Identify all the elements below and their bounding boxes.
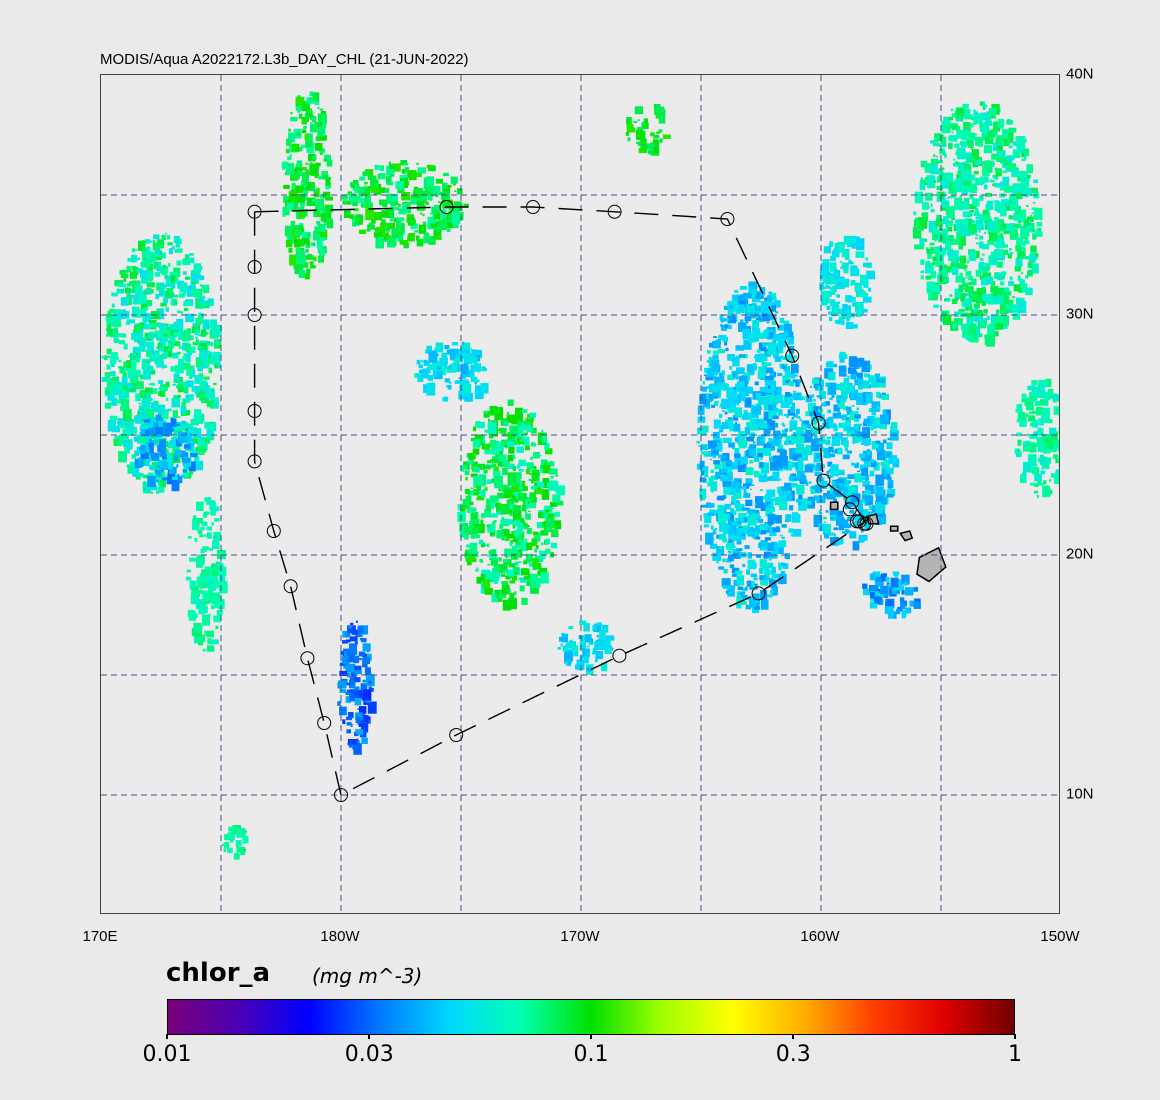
station-marker[interactable] [300, 651, 315, 666]
map-canvas[interactable] [101, 75, 1059, 913]
station-marker[interactable] [247, 308, 262, 322]
chlorophyll-data-layer [101, 91, 1059, 860]
colorbar-tick [1014, 1034, 1016, 1039]
chl-patch [281, 91, 334, 280]
station-marker[interactable] [816, 473, 831, 488]
colorbar-tick [792, 1034, 795, 1039]
chl-patch [819, 235, 876, 330]
station-marker[interactable] [334, 788, 348, 802]
lon-label: 170E [82, 928, 118, 945]
chl-patch [797, 351, 900, 551]
station-marker[interactable] [857, 516, 872, 531]
chl-patch [557, 620, 615, 675]
station-marker[interactable] [247, 204, 262, 219]
chl-patch [337, 620, 377, 755]
colorbar [167, 999, 1015, 1035]
chl-patch [341, 160, 469, 249]
colorbar-tick [166, 1034, 168, 1039]
station-marker[interactable] [811, 416, 826, 430]
lat-label: 10N [1066, 785, 1094, 803]
chl-patch [696, 281, 810, 614]
colorbar-tick-label: 0.1 [573, 1042, 609, 1067]
colorbar-tick [368, 1034, 371, 1039]
station-marker[interactable] [785, 348, 800, 363]
station-marker[interactable] [247, 454, 262, 469]
island-shape [829, 501, 839, 511]
station-marker[interactable] [751, 586, 766, 601]
lat-label: 20N [1066, 545, 1094, 563]
station-marker[interactable] [439, 200, 454, 214]
lat-label: 30N [1066, 305, 1094, 323]
lon-label: 160W [800, 928, 840, 945]
map-title: MODIS/Aqua A2022172.L3b_DAY_CHL (21-JUN-… [100, 51, 469, 68]
chl-patch [625, 104, 671, 156]
colorbar-tick-label: 0.03 [344, 1042, 394, 1067]
station-marker[interactable] [842, 502, 857, 517]
station-marker[interactable] [317, 716, 332, 730]
station-marker[interactable] [449, 728, 464, 742]
station-marker[interactable] [607, 204, 622, 219]
chl-patch [912, 101, 1043, 347]
colorbar-tick-label: 0.01 [142, 1042, 192, 1067]
station-marker[interactable] [845, 495, 860, 510]
lon-label: 170W [560, 928, 600, 945]
colorbar-tick-label: 1 [1008, 1042, 1022, 1067]
island-shape [889, 525, 899, 532]
chl-patch [862, 571, 921, 619]
island-shape [865, 513, 880, 525]
lon-label: 150W [1040, 928, 1080, 945]
chl-patch [1014, 378, 1059, 498]
land-layer [829, 501, 947, 583]
map-frame[interactable] [100, 74, 1060, 914]
colorbar-tick-label: 0.3 [775, 1042, 811, 1067]
lon-label: 180W [320, 928, 360, 945]
chl-patch [185, 497, 228, 652]
colorbar-variable-name: chlor_a [166, 958, 271, 988]
chl-patch [133, 414, 198, 492]
colorbar-units: (mg m^-3) [312, 964, 423, 988]
station-marker[interactable] [612, 648, 627, 663]
track-line-outbound [253, 211, 870, 797]
station-marker[interactable] [283, 579, 298, 594]
island-shape [898, 530, 914, 542]
island-shape [916, 546, 947, 583]
station-marker[interactable] [266, 524, 281, 538]
station-marker[interactable] [247, 260, 262, 274]
station-marker[interactable] [247, 404, 262, 418]
station-marker[interactable] [526, 200, 540, 214]
colorbar-tick [590, 1034, 592, 1039]
track-line-return [254, 206, 868, 525]
chl-patch [414, 341, 489, 402]
chl-patch [457, 399, 566, 611]
lat-label: 40N [1066, 65, 1094, 83]
chl-patch [221, 825, 249, 860]
cruise-track [247, 200, 874, 802]
station-marker[interactable] [720, 212, 735, 226]
